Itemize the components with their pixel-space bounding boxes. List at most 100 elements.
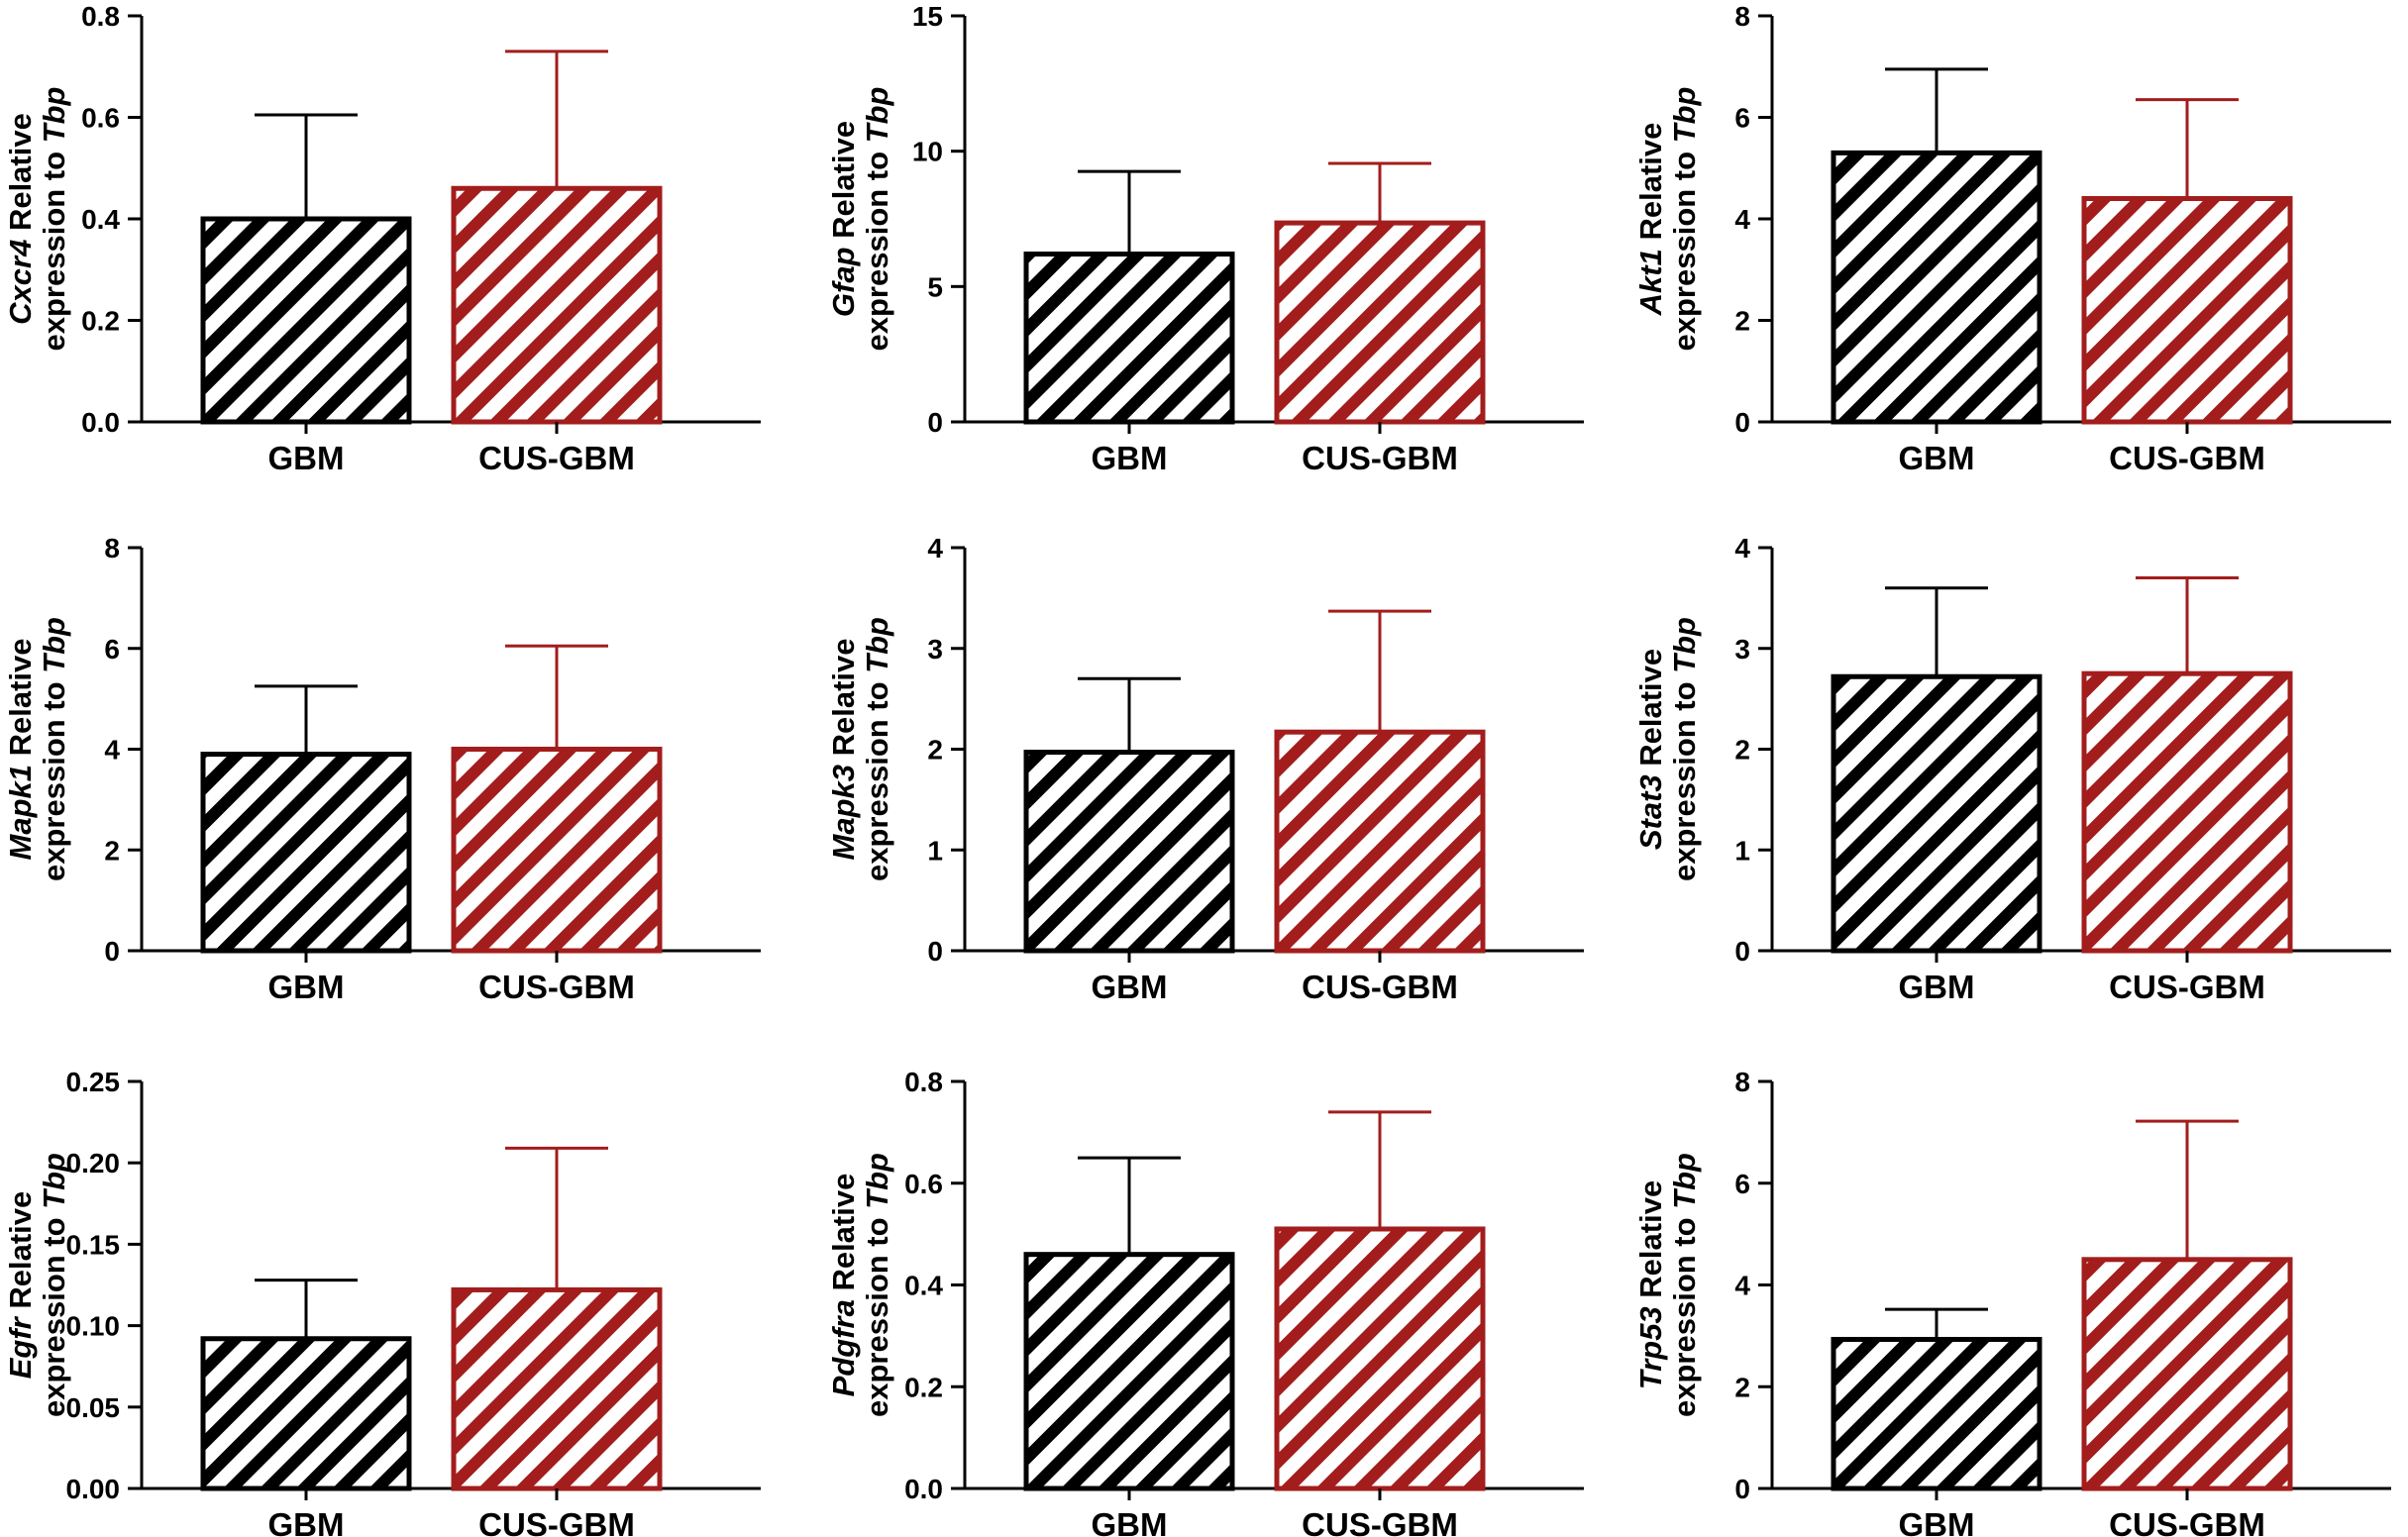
y-tick-label: 4 — [927, 533, 943, 564]
reference-gene: Tbp — [37, 1153, 71, 1209]
bar-gbm — [1831, 150, 2042, 425]
x-category-label: CUS-GBM — [478, 1506, 635, 1537]
y-tick-label: 4 — [1734, 204, 1750, 235]
expression-words: expression to — [37, 1209, 71, 1417]
y-axis-label-line1: Gfap Relative — [826, 121, 861, 317]
chart-panel-mapk3: 0 1 2 3 4 GBM CUS-GBM Mapk3 Relative expression … — [826, 533, 1584, 1005]
y-tick-label: 0.15 — [66, 1229, 121, 1260]
bar-cus-gbm — [2081, 670, 2293, 954]
y-tick-label: 2 — [1734, 306, 1750, 337]
gene-name: Pdgfra — [826, 1299, 861, 1396]
y-axis-label-line2: expression to Tbp — [1667, 87, 1702, 352]
y-axis-label-line1: Mapk3 Relative — [826, 639, 861, 861]
expression-words: expression to — [860, 1209, 894, 1417]
chart-panel-egfr: 0.00 0.05 0.10 0.15 0.20 0.25 GBM CUS-GBM Egfr R… — [3, 1067, 761, 1537]
expression-words: expression to — [37, 143, 71, 351]
y-tick-label: 6 — [1734, 1169, 1750, 1199]
y-axis-label-line2: expression to Tbp — [1667, 617, 1702, 881]
reference-gene: Tbp — [860, 617, 894, 673]
y-tick-label: 6 — [1734, 103, 1750, 134]
y-tick-label: 6 — [104, 634, 120, 665]
gene-name: Egfr — [3, 1315, 38, 1379]
gene-name: Cxcr4 — [3, 240, 38, 325]
expression-words: expression to — [860, 673, 894, 881]
bar-cus-gbm — [451, 1286, 663, 1491]
chart-panel-mapk1: 0 2 4 6 8 GBM CUS-GBM Mapk1 Relative expression … — [3, 533, 761, 1005]
y-tick-label: 0.0 — [904, 1474, 943, 1504]
y-axis-label-line1: Stat3 Relative — [1633, 649, 1668, 850]
reference-gene: Tbp — [37, 87, 71, 144]
relative-word: Relative — [1633, 649, 1668, 775]
y-tick-label: 15 — [912, 1, 943, 32]
reference-gene: Tbp — [1667, 617, 1702, 673]
relative-word: Relative — [3, 639, 38, 766]
y-axis-label-line1: Mapk1 Relative — [3, 639, 38, 861]
y-tick-label: 0.4 — [81, 204, 120, 235]
expression-words: expression to — [1667, 673, 1702, 881]
y-tick-label: 3 — [927, 634, 943, 665]
x-category-label: GBM — [1092, 969, 1168, 1005]
y-tick-label: 0 — [1734, 407, 1750, 438]
y-axis-label-line2: expression to Tbp — [860, 1153, 894, 1417]
relative-word: Relative — [1633, 123, 1668, 250]
relative-word: Relative — [1633, 1180, 1668, 1307]
y-tick-label: 0.6 — [81, 103, 120, 134]
y-axis-label-line1: Pdgfra Relative — [826, 1174, 861, 1397]
x-category-label: CUS-GBM — [478, 969, 635, 1005]
gene-name: Mapk1 — [3, 765, 38, 860]
y-axis-label-line1: Trp53 Relative — [1633, 1180, 1668, 1389]
y-tick-label: 0.6 — [904, 1169, 943, 1199]
y-tick-label: 0 — [104, 936, 120, 967]
bar-cus-gbm — [2081, 196, 2293, 425]
x-category-label: CUS-GBM — [2109, 440, 2265, 476]
y-axis-label-line1: Akt1 Relative — [1633, 123, 1668, 317]
y-tick-label: 10 — [912, 137, 943, 167]
y-tick-label: 0.4 — [904, 1271, 943, 1301]
y-tick-label: 0 — [927, 936, 943, 967]
chart-panel-gfap: 0 5 10 15 GBM CUS-GBM Gfap Relative expression … — [826, 1, 1584, 476]
y-axis-label-line2: expression to Tbp — [1667, 1153, 1702, 1417]
bar-cus-gbm — [1274, 220, 1486, 425]
y-tick-label: 0.2 — [904, 1372, 943, 1402]
reference-gene: Tbp — [860, 1153, 894, 1209]
reference-gene: Tbp — [1667, 1153, 1702, 1209]
y-tick-label: 0 — [1734, 1474, 1750, 1504]
gene-name: Akt1 — [1633, 249, 1668, 316]
y-tick-label: 0.8 — [904, 1067, 943, 1097]
relative-word: Relative — [3, 113, 38, 240]
y-tick-label: 2 — [104, 835, 120, 866]
bar-gbm — [1023, 252, 1235, 425]
bar-gbm — [1831, 1336, 2042, 1491]
gene-name: Gfap — [826, 247, 861, 317]
chart-panel-pdgfra: 0.0 0.2 0.4 0.6 0.8 GBM CUS-GBM Pdgfra Relative… — [826, 1067, 1584, 1537]
expression-words: expression to — [1667, 143, 1702, 351]
y-axis-label-line2: expression to Tbp — [37, 617, 71, 881]
x-category-label: CUS-GBM — [2109, 1506, 2265, 1537]
x-category-label: GBM — [1092, 440, 1168, 476]
x-category-label: CUS-GBM — [478, 440, 635, 476]
x-category-label: GBM — [1899, 969, 1975, 1005]
y-tick-label: 0 — [927, 407, 943, 438]
x-category-label: CUS-GBM — [1302, 969, 1458, 1005]
relative-word: Relative — [826, 639, 861, 766]
y-tick-label: 0.20 — [66, 1148, 121, 1178]
reference-gene: Tbp — [860, 87, 894, 144]
bar-cus-gbm — [2081, 1257, 2293, 1491]
bar-cus-gbm — [1274, 1226, 1486, 1491]
x-category-label: CUS-GBM — [1302, 440, 1458, 476]
y-tick-label: 0.25 — [66, 1067, 121, 1097]
bar-gbm — [200, 216, 412, 425]
y-tick-label: 0.05 — [66, 1392, 121, 1423]
y-axis-label-line2: expression to Tbp — [860, 617, 894, 881]
y-tick-label: 2 — [1734, 1372, 1750, 1402]
y-tick-label: 0 — [1734, 936, 1750, 967]
bar-cus-gbm — [451, 747, 663, 954]
y-tick-label: 0.8 — [81, 1, 120, 32]
y-tick-label: 4 — [1734, 533, 1750, 564]
expression-words: expression to — [1667, 1209, 1702, 1417]
x-category-label: GBM — [268, 440, 345, 476]
y-tick-label: 0.0 — [81, 407, 120, 438]
y-axis-label-line2: expression to Tbp — [37, 1153, 71, 1417]
bar-gbm — [200, 1336, 412, 1491]
